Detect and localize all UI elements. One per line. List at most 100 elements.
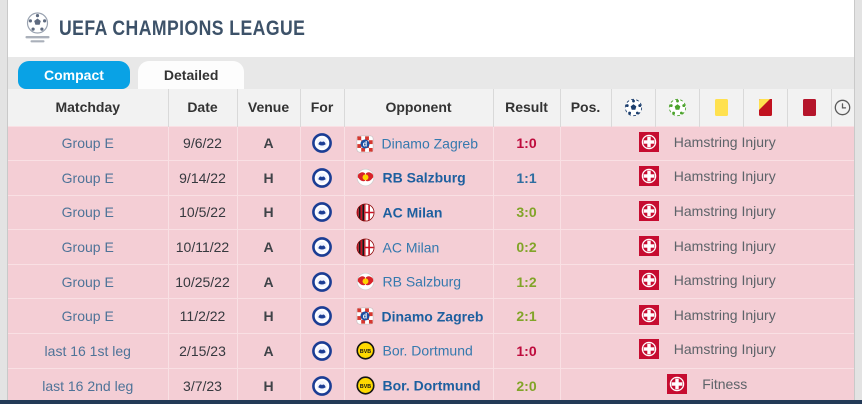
table-row: Group E 9/6/22 A d Dinamo Zagreb 1:0 Hams… <box>8 125 854 161</box>
chelsea-badge[interactable] <box>312 237 332 257</box>
opponent-link[interactable]: Bor. Dortmund <box>382 342 473 359</box>
table-row: last 16 2nd leg 3/7/23 H BVB Bor. Dortmun… <box>8 367 854 403</box>
result-link[interactable]: 3:0 <box>516 204 537 221</box>
minutes-played-icon <box>830 89 854 126</box>
date-cell: 2/15/23 <box>167 333 237 369</box>
page-title: UEFA CHAMPIONS LEAGUE <box>59 16 306 40</box>
matchday-link[interactable]: Group E <box>61 204 114 221</box>
col-opponent: Opponent <box>343 89 493 126</box>
absence-reason: Hamstring Injury <box>673 237 776 254</box>
tab-compact[interactable]: Compact <box>18 61 130 89</box>
result-link[interactable]: 2:0 <box>516 377 537 394</box>
matchday-link[interactable]: Group E <box>61 169 114 186</box>
chelsea-badge[interactable] <box>312 306 332 327</box>
matchday-link[interactable]: last 16 2nd leg <box>42 377 134 394</box>
injury-cross-icon <box>638 270 659 291</box>
match-rows: Group E 9/6/22 A d Dinamo Zagreb 1:0 Hams… <box>8 125 854 403</box>
yellow-red-card-icon <box>742 89 787 126</box>
rb-salzburg-badge[interactable] <box>356 168 375 187</box>
col-for: For <box>299 89 344 126</box>
injury-cross-icon <box>667 374 688 395</box>
svg-text:BVB: BVB <box>359 349 370 355</box>
next-section-edge <box>0 400 862 404</box>
venue-cell: H <box>236 160 300 196</box>
absence-reason: Hamstring Injury <box>673 341 776 358</box>
injury-cross-icon <box>638 339 659 360</box>
matchday-link[interactable]: Group E <box>61 273 114 290</box>
injury-cross-icon <box>638 200 659 221</box>
rb-salzburg-badge[interactable] <box>356 272 375 291</box>
venue-cell: A <box>236 125 300 161</box>
matchday-link[interactable]: Group E <box>61 308 114 325</box>
date-cell: 9/14/22 <box>167 160 237 196</box>
date-cell: 10/5/22 <box>167 194 237 230</box>
assists-icon <box>654 89 699 126</box>
chelsea-badge[interactable] <box>312 202 332 223</box>
dinamo-zagreb-badge[interactable]: d <box>356 134 374 152</box>
goals-icon <box>610 89 655 126</box>
venue-cell: A <box>236 333 300 369</box>
date-cell: 11/2/22 <box>167 298 237 334</box>
date-cell: 10/25/22 <box>167 263 237 299</box>
opponent-link[interactable]: Dinamo Zagreb <box>381 135 479 152</box>
date-cell: 9/6/22 <box>167 125 237 161</box>
absence-reason: Hamstring Injury <box>673 133 776 150</box>
chelsea-badge[interactable] <box>312 375 332 396</box>
champions-league-logo <box>24 11 51 46</box>
venue-cell: A <box>236 229 300 265</box>
injury-cross-icon <box>638 235 659 256</box>
absence-reason: Fitness <box>702 376 748 393</box>
opponent-link[interactable]: AC Milan <box>382 239 440 256</box>
table-row: Group E 10/5/22 H AC Milan 3:0 Hamstring… <box>8 194 854 230</box>
chelsea-badge[interactable] <box>312 167 332 188</box>
opponent-link[interactable]: Bor. Dortmund <box>382 377 481 394</box>
ac-milan-badge[interactable] <box>356 203 375 222</box>
table-row: last 16 1st leg 2/15/23 A BVB Bor. Dortmu… <box>8 333 854 369</box>
ac-milan-badge[interactable] <box>356 238 375 257</box>
col-venue: Venue <box>236 89 300 126</box>
col-date: Date <box>167 89 237 126</box>
svg-text:d: d <box>362 139 366 148</box>
absence-reason: Hamstring Injury <box>673 168 776 185</box>
table-row: Group E 10/11/22 A AC Milan 0:2 Hamstrin… <box>8 229 854 265</box>
dinamo-zagreb-badge[interactable]: d <box>356 307 374 325</box>
matchday-link[interactable]: last 16 1st leg <box>44 342 131 359</box>
result-link[interactable]: 1:1 <box>516 169 537 186</box>
borussia-dortmund-badge[interactable]: BVB <box>355 341 375 360</box>
table-row: Group E 10/25/22 A RB Salzburg 1:2 Hamst… <box>8 263 854 299</box>
result-link[interactable]: 1:0 <box>516 135 537 152</box>
table-header-row: Matchday Date Venue For Opponent Result … <box>8 89 854 126</box>
result-link[interactable]: 1:0 <box>516 342 537 359</box>
chelsea-badge[interactable] <box>312 340 332 361</box>
result-link[interactable]: 0:2 <box>516 239 537 256</box>
absence-reason: Hamstring Injury <box>673 272 776 289</box>
injury-cross-icon <box>638 304 659 325</box>
opponent-link[interactable]: Dinamo Zagreb <box>381 308 484 325</box>
date-cell: 10/11/22 <box>167 229 237 265</box>
absence-reason: Hamstring Injury <box>673 202 776 219</box>
injury-cross-icon <box>638 131 659 152</box>
venue-cell: H <box>236 298 300 334</box>
table-row: Group E 9/14/22 H RB Salzburg 1:1 Hamstr… <box>8 160 854 196</box>
chelsea-badge[interactable] <box>312 133 332 154</box>
matchday-link[interactable]: Group E <box>61 239 114 256</box>
tab-detailed[interactable]: Detailed <box>137 61 245 89</box>
result-link[interactable]: 2:1 <box>516 308 537 325</box>
yellow-card-icon <box>698 89 743 126</box>
opponent-link[interactable]: RB Salzburg <box>382 273 462 290</box>
col-position: Pos. <box>559 89 611 126</box>
opponent-link[interactable]: AC Milan <box>382 204 443 221</box>
box-header: UEFA CHAMPIONS LEAGUE <box>8 0 854 57</box>
opponent-link[interactable]: RB Salzburg <box>382 169 466 186</box>
table-row: Group E 11/2/22 H d Dinamo Zagreb 2:1 Ham… <box>8 298 854 334</box>
borussia-dortmund-badge[interactable]: BVB <box>355 376 375 395</box>
matchday-link[interactable]: Group E <box>61 135 114 152</box>
col-result: Result <box>492 89 560 126</box>
venue-cell: H <box>236 194 300 230</box>
view-tabs: Compact Detailed <box>8 57 854 89</box>
red-card-icon <box>786 89 831 126</box>
chelsea-badge[interactable] <box>312 271 332 292</box>
result-link[interactable]: 1:2 <box>516 273 537 290</box>
svg-text:BVB: BVB <box>359 384 370 390</box>
